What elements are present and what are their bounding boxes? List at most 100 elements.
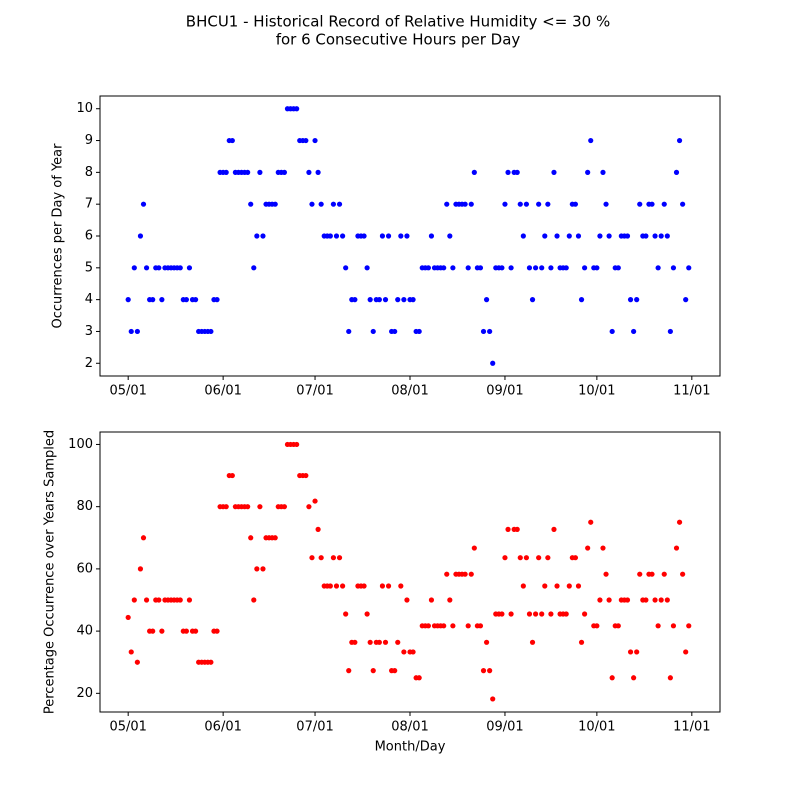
point bbox=[450, 265, 456, 271]
point bbox=[548, 265, 554, 271]
x-tick-label: 10/01 bbox=[578, 384, 615, 399]
chart-title: BHCU1 - Historical Record of Relative Hu… bbox=[186, 13, 610, 31]
point bbox=[683, 297, 689, 303]
point bbox=[395, 639, 401, 645]
point bbox=[245, 504, 251, 510]
point bbox=[508, 611, 514, 617]
y-tick-label: 3 bbox=[85, 324, 93, 339]
point bbox=[254, 566, 260, 572]
point bbox=[566, 233, 572, 239]
point bbox=[410, 297, 416, 303]
point bbox=[686, 265, 692, 271]
point bbox=[208, 328, 214, 335]
x-tick-label: 05/01 bbox=[109, 384, 146, 399]
point bbox=[398, 583, 404, 589]
point bbox=[615, 623, 621, 629]
point bbox=[536, 555, 542, 561]
plot-frame bbox=[99, 95, 721, 377]
y-tick-label: 4 bbox=[85, 292, 93, 307]
point bbox=[312, 137, 318, 144]
point bbox=[652, 597, 658, 603]
point bbox=[670, 623, 677, 629]
point bbox=[575, 583, 582, 589]
point bbox=[578, 639, 585, 645]
point bbox=[260, 233, 266, 239]
point bbox=[631, 675, 637, 681]
point bbox=[346, 668, 352, 674]
point bbox=[137, 566, 144, 572]
point bbox=[480, 328, 487, 335]
point bbox=[382, 297, 389, 303]
point bbox=[192, 297, 199, 303]
point bbox=[655, 623, 661, 629]
point bbox=[655, 265, 661, 271]
point bbox=[444, 571, 450, 577]
point bbox=[594, 623, 600, 629]
point bbox=[336, 555, 343, 561]
point bbox=[395, 297, 401, 303]
x-axis-label: Month/Day bbox=[375, 740, 446, 755]
point bbox=[582, 265, 588, 271]
point bbox=[272, 535, 278, 541]
x-tick-label: 08/01 bbox=[391, 384, 428, 399]
point bbox=[346, 328, 352, 335]
point bbox=[361, 233, 367, 239]
point bbox=[183, 628, 189, 634]
point bbox=[661, 201, 667, 207]
point bbox=[131, 265, 137, 271]
point bbox=[309, 201, 315, 207]
y-tick-label: 40 bbox=[76, 624, 93, 639]
point bbox=[585, 169, 591, 175]
point bbox=[159, 628, 165, 634]
point bbox=[327, 233, 333, 239]
point bbox=[125, 297, 131, 303]
point bbox=[600, 545, 606, 551]
point bbox=[318, 555, 324, 561]
point bbox=[294, 106, 300, 112]
point bbox=[551, 526, 557, 532]
x-tick-label: 09/01 bbox=[486, 720, 523, 735]
point bbox=[248, 535, 254, 541]
point bbox=[594, 265, 600, 271]
point bbox=[401, 649, 407, 655]
point bbox=[523, 555, 530, 561]
point bbox=[352, 639, 358, 645]
point bbox=[183, 297, 189, 303]
point bbox=[680, 571, 686, 577]
y-tick-label: 7 bbox=[85, 197, 93, 212]
point bbox=[428, 233, 435, 239]
point bbox=[575, 233, 582, 239]
point bbox=[532, 611, 539, 617]
point bbox=[257, 504, 263, 510]
point bbox=[499, 611, 505, 617]
point bbox=[214, 297, 220, 303]
point bbox=[634, 297, 640, 303]
point bbox=[425, 623, 431, 629]
point bbox=[649, 201, 655, 207]
point bbox=[517, 555, 523, 561]
point bbox=[257, 169, 263, 175]
point bbox=[318, 201, 324, 207]
point bbox=[156, 597, 162, 603]
point bbox=[609, 328, 615, 335]
point bbox=[404, 597, 410, 603]
point bbox=[229, 137, 235, 144]
point bbox=[627, 649, 634, 655]
point bbox=[526, 611, 533, 617]
point bbox=[143, 597, 150, 603]
point bbox=[631, 328, 637, 335]
point bbox=[177, 597, 183, 603]
point bbox=[447, 233, 453, 239]
point bbox=[487, 668, 493, 674]
point bbox=[140, 535, 147, 541]
chart-subtitle: for 6 Consecutive Hours per Day bbox=[276, 31, 521, 49]
point bbox=[260, 566, 266, 572]
point bbox=[468, 201, 474, 207]
point bbox=[392, 328, 398, 335]
point bbox=[520, 233, 526, 239]
point bbox=[624, 597, 631, 603]
point bbox=[545, 555, 551, 561]
point bbox=[248, 201, 254, 207]
